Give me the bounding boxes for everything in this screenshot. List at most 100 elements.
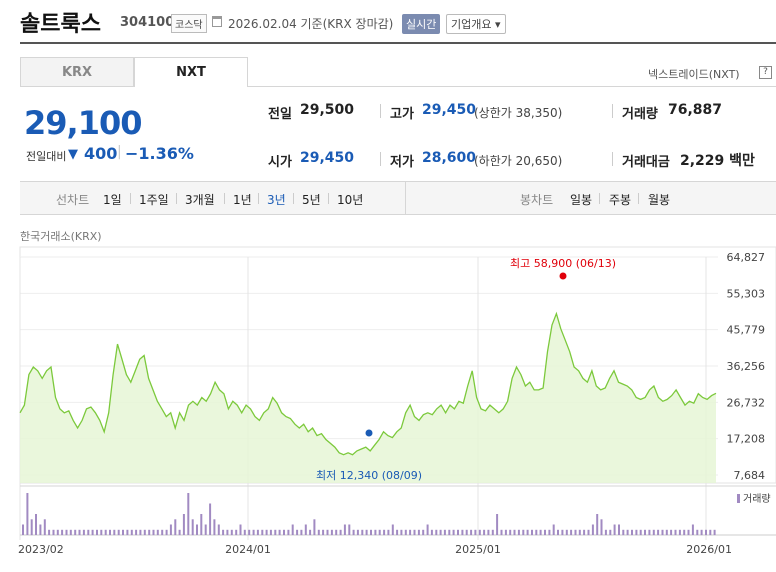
volume-bar	[296, 529, 299, 536]
volume-bar	[213, 519, 216, 536]
volume-bar	[35, 514, 37, 535]
volume-bar	[696, 529, 699, 536]
down-arrow-icon: ▼	[68, 147, 78, 162]
volume-bar	[670, 529, 673, 536]
volume-bar	[165, 529, 168, 536]
volume-bar	[283, 529, 285, 536]
realtime-button[interactable]: 실시간	[402, 14, 441, 34]
volume-bar	[370, 529, 372, 536]
turnover-value: 2,229 백만	[680, 153, 755, 169]
volume-legend-icon	[737, 494, 740, 503]
volume-bar	[48, 529, 51, 536]
low-annotation: 최저 12,340 (08/09)	[316, 469, 422, 482]
volume-bar	[491, 529, 494, 536]
volume-bar	[378, 529, 381, 536]
period-1d[interactable]: 1일	[103, 193, 122, 207]
price-area-fill	[20, 313, 716, 483]
turnover-label: 거래대금	[622, 155, 670, 170]
candle-weekly[interactable]: 주봉	[609, 193, 632, 207]
volume-bar	[113, 529, 116, 536]
volume-value: 76,887	[668, 102, 723, 118]
volume-bar	[504, 529, 507, 536]
x-tick-label: 2026/01	[686, 543, 732, 556]
x-tick-label: 2023/02	[18, 543, 64, 556]
volume-legend-label: 거래량	[743, 493, 771, 505]
volume-bar	[161, 529, 164, 536]
volume-bar	[265, 529, 268, 536]
tab-nxt[interactable]: NXT	[134, 57, 248, 87]
help-icon[interactable]: ?	[759, 66, 772, 79]
volume-bar	[243, 529, 246, 536]
upper-limit: (상한가 38,350)	[474, 106, 563, 120]
volume-bar	[43, 519, 46, 536]
volume-bar	[330, 529, 333, 536]
volume-bar	[256, 529, 259, 536]
period-5y[interactable]: 5년	[302, 193, 321, 207]
volume-bar	[574, 529, 577, 536]
volume-bar	[230, 529, 233, 536]
volume-bar	[239, 524, 242, 535]
prev-close-value: 29,500	[300, 102, 355, 118]
volume-bar	[552, 524, 555, 535]
volume-bar	[196, 524, 198, 535]
volume-bar	[187, 493, 190, 535]
open-value: 29,450	[300, 150, 355, 166]
volume-bar	[287, 529, 290, 536]
volume-bar	[274, 529, 277, 536]
company-overview-button[interactable]: 기업개요 ▾	[446, 14, 506, 34]
volume-bar	[452, 529, 455, 536]
volume-bar	[26, 493, 29, 535]
y-tick-label: 7,684	[734, 469, 766, 482]
tab-krx[interactable]: KRX	[20, 57, 134, 87]
period-1y[interactable]: 1년	[233, 193, 252, 207]
volume-bar	[61, 529, 64, 536]
volume-bar	[152, 529, 155, 536]
candle-daily[interactable]: 일봉	[570, 193, 593, 207]
price-line	[19, 311, 717, 456]
volume-bar	[130, 529, 133, 536]
volume-bar	[622, 529, 625, 536]
market-badge: 코스닥	[171, 14, 207, 33]
period-1w[interactable]: 1주일	[139, 193, 169, 207]
volume-bar	[657, 529, 660, 536]
volume-bar	[52, 529, 55, 536]
volume-bar	[226, 529, 229, 536]
volume-bar	[430, 529, 433, 536]
y-tick-label: 45,779	[727, 324, 766, 337]
volume-bar	[391, 524, 394, 535]
volume-bar	[570, 529, 573, 536]
volume-bar	[300, 529, 303, 536]
candle-chart-label: 봉차트	[520, 193, 554, 207]
volume-bar	[609, 529, 612, 536]
period-3y[interactable]: 3년	[267, 193, 286, 207]
volume-bar	[396, 529, 399, 536]
volume-bar	[461, 529, 464, 536]
volume-bar	[618, 524, 620, 535]
volume-bar	[548, 529, 551, 536]
period-3m[interactable]: 3개월	[185, 193, 215, 207]
y-tick-label: 36,256	[727, 360, 766, 373]
volume-bar	[374, 529, 377, 536]
volume-bar	[661, 529, 664, 536]
volume-bar	[269, 529, 272, 536]
volume-bar	[278, 529, 281, 536]
high-label: 고가	[390, 107, 414, 122]
volume-bar	[522, 529, 525, 536]
date-text: 2026.02.04 기준(KRX 장마감)	[228, 17, 394, 31]
volume-bar	[509, 529, 512, 536]
volume-bar	[709, 529, 712, 536]
volume-bar	[700, 529, 703, 536]
volume-bar	[313, 519, 316, 536]
period-bar	[20, 181, 776, 215]
volume-bar	[335, 529, 338, 536]
volume-bar	[687, 529, 690, 536]
prev-close-label: 전일	[268, 107, 292, 122]
volume-bar	[557, 529, 559, 536]
candle-monthly[interactable]: 월봉	[648, 193, 671, 207]
period-separator	[599, 193, 600, 204]
volume-bar	[400, 529, 403, 536]
volume-bar	[178, 529, 181, 536]
volume-bar	[539, 529, 542, 536]
period-10y[interactable]: 10년	[337, 193, 364, 207]
volume-bar	[652, 529, 655, 536]
